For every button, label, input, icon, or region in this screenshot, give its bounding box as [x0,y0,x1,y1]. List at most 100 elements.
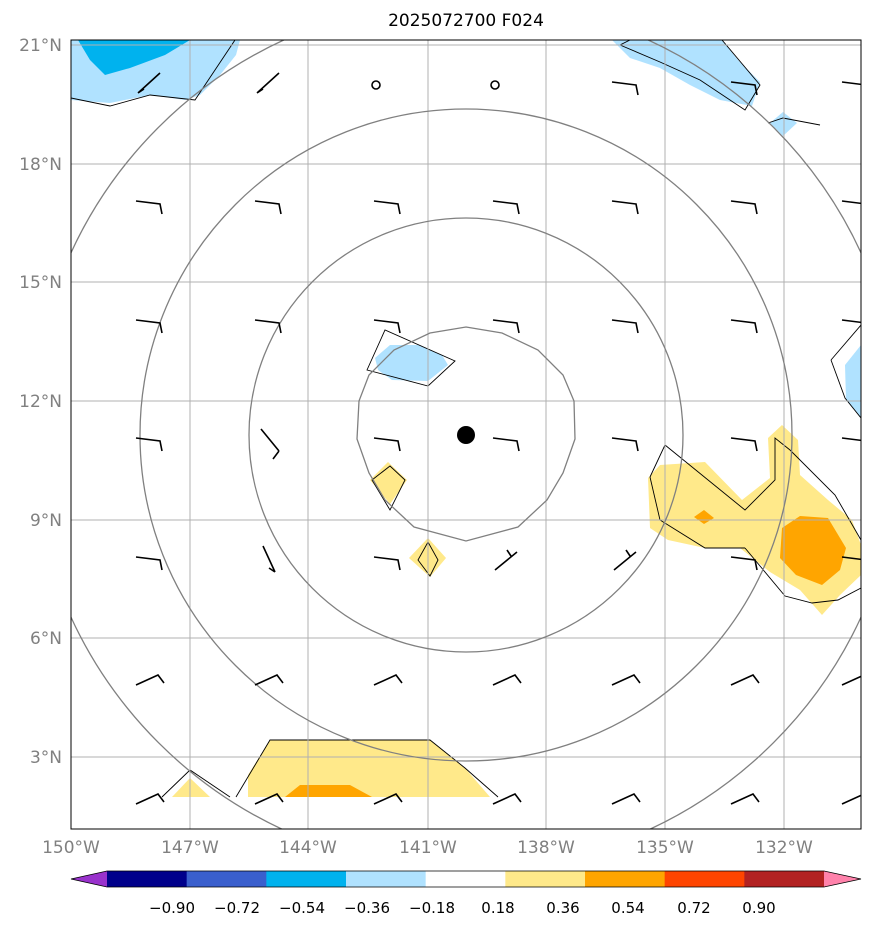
wind-barb [373,674,403,686]
colorbar-extend-low [71,871,107,887]
lat-label: 3°N [30,748,62,768]
wind-barb [492,437,520,452]
wind-barb [730,81,758,96]
calm-wind-circle [490,80,500,90]
wind-barb [373,200,401,215]
colorbar-label: 0.90 [742,899,775,917]
wind-barb [254,793,284,805]
colorbar-swatch [346,871,427,887]
colorbar-swatch [266,871,347,887]
colorbar-label: 0.72 [677,899,710,917]
lon-label: 141°W [399,838,457,858]
range-rings [71,40,861,829]
colorbar-swatch [505,871,586,887]
wind-barb [373,319,401,334]
colorbar [70,870,862,888]
lat-label: 18°N [19,155,62,175]
wind-barb [256,72,280,94]
wind-barb [841,200,861,205]
range-ring-1 [356,326,576,542]
wind-barb [730,793,760,805]
wind-barb [373,793,403,805]
lat-label: 6°N [30,629,62,649]
wind-barb [611,437,639,452]
wind-barb [492,200,520,215]
wind-barb [611,793,641,805]
colorbar-label: −0.54 [279,899,325,917]
positive-region-bottom-left [172,778,210,797]
wind-barb [135,793,165,805]
wind-barb [373,437,401,452]
range-ring-2 [248,217,684,653]
colorbar-label: −0.18 [409,899,455,917]
wind-barb [730,319,758,334]
positive-region-bottom-orange [285,785,372,797]
wind-barb [730,200,758,215]
wind-barb [135,200,163,215]
wind-barb [613,549,637,571]
wind-barb [262,545,276,573]
strong-negative-region-top-left [78,40,190,75]
figure-title: 2025072700 F024 [388,11,544,31]
map-frame [70,39,862,830]
lat-label: 21°N [19,36,62,56]
wind-barb [611,81,639,96]
wind-barb [841,319,861,324]
wind-barb [254,200,282,215]
wind-barb [492,674,522,686]
calm-wind-circle [371,80,381,90]
zero-contours [71,40,861,798]
positive-region-right-orange [780,516,846,585]
negative-region-top-right [612,40,760,106]
wind-barb [730,556,758,571]
wind-barb [254,319,282,334]
lat-label: 15°N [19,273,62,293]
lon-label: 144°W [279,838,337,858]
colorbar-label: 0.18 [481,899,514,917]
wind-barb [492,793,522,805]
wind-barb [841,675,861,686]
longitude-labels: 150°W 147°W 144°W 141°W 138°W 135°W 132°… [42,838,813,858]
graticule [71,40,861,829]
wind-barb [841,81,861,86]
colorbar-outline [70,870,862,888]
colorbar-swatch [585,871,666,887]
colorbar-swatch [425,871,506,887]
negative-region-center [375,345,448,381]
colorbar-swatch [744,871,825,887]
lon-label: 147°W [161,838,219,858]
wind-barb [492,319,520,334]
lon-label: 132°W [755,838,813,858]
wind-barbs [135,72,861,805]
wind-barb [611,674,641,686]
wind-barb [611,200,639,215]
colorbar-label: −0.72 [214,899,260,917]
wind-barb [137,72,161,94]
wind-barb [135,437,163,452]
colorbar-label: 0.36 [546,899,579,917]
positive-region-diamond-1 [370,462,407,504]
latitude-labels: 21°N 18°N 15°N 12°N 9°N 6°N 3°N [19,36,62,768]
colorbar-swatch [664,871,745,887]
lat-label: 12°N [19,392,62,412]
colorbar-labels: −0.90 −0.72 −0.54 −0.36 −0.18 0.18 0.36 … [149,899,776,917]
wind-barb [730,437,758,452]
storm-center-marker [457,426,475,444]
colorbar-extend-high [824,871,861,887]
lon-label: 135°W [636,838,694,858]
colorbar-label: 0.54 [611,899,644,917]
wind-barb [260,428,280,460]
wind-barb [841,556,861,561]
wind-barb [373,556,401,571]
wind-barb [135,674,165,686]
wind-barb [730,674,760,686]
wind-barb [135,556,163,571]
wind-barb [841,794,861,805]
lon-label: 138°W [517,838,575,858]
wind-barb [254,674,284,686]
wind-barb [494,549,518,571]
wind-barb [611,319,639,334]
colorbar-swatch [186,871,267,887]
wind-barb [841,437,861,442]
